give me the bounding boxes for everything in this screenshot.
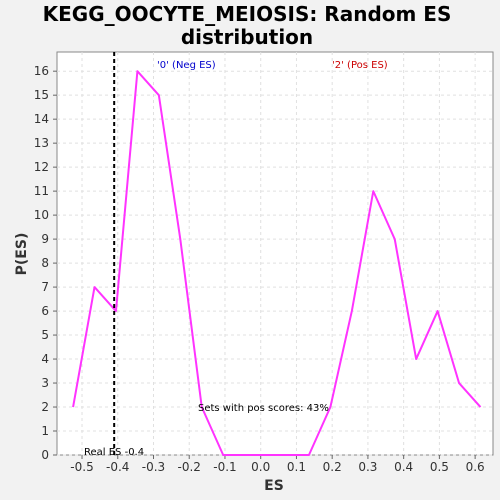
x-tick-label: 0.6	[466, 460, 485, 474]
grid-lines	[57, 52, 493, 456]
y-tick-label: 7	[41, 280, 49, 294]
chart-title-line-2: distribution	[181, 25, 313, 49]
x-tick-label: 0.3	[358, 460, 377, 474]
y-tick-label: 8	[41, 256, 49, 270]
y-tick-label: 6	[41, 304, 49, 318]
y-tick-label: 2	[41, 400, 49, 414]
pos-es-label: '2' (Pos ES)	[332, 60, 388, 71]
y-tick-label: 14	[34, 112, 49, 126]
y-tick-label: 12	[34, 160, 49, 174]
x-axis-ticks: -0.5 -0.4 -0.3 -0.2 -0.1 0.0 0.1 0.2 0.3 0.4 0.5 0.…	[70, 455, 485, 474]
y-tick-label: 9	[41, 232, 49, 246]
x-tick-label: 0.1	[287, 460, 306, 474]
y-tick-label: 0	[41, 448, 49, 462]
real-es-group: Real ES -0.4	[84, 52, 144, 458]
x-tick-label: 0.4	[394, 460, 413, 474]
x-tick-label: -0.2	[178, 460, 201, 474]
y-axis-label: P(ES)	[14, 233, 30, 276]
x-tick-label: -0.5	[70, 460, 93, 474]
y-tick-label: 5	[41, 328, 49, 342]
y-tick-label: 16	[34, 64, 49, 78]
y-tick-label: 3	[41, 376, 49, 390]
y-tick-label: 15	[34, 88, 49, 102]
chart-title-line-1: KEGG_OOCYTE_MEIOSIS: Random ES	[43, 2, 452, 26]
x-tick-label: 0.2	[323, 460, 342, 474]
real-es-label: Real ES -0.4	[84, 447, 144, 458]
neg-es-label: '0' (Neg ES)	[157, 60, 216, 71]
x-tick-label: 0.0	[251, 460, 270, 474]
x-tick-label: 0.5	[430, 460, 449, 474]
x-tick-label: -0.4	[106, 460, 129, 474]
series-line	[72, 70, 482, 456]
y-tick-label: 11	[34, 184, 49, 198]
y-tick-label: 1	[41, 424, 49, 438]
x-axis-label: ES	[264, 478, 284, 494]
x-tick-label: -0.3	[142, 460, 165, 474]
x-tick-label: -0.1	[213, 460, 236, 474]
plot-area	[56, 51, 494, 456]
y-tick-label: 10	[34, 208, 49, 222]
y-tick-label: 13	[34, 136, 49, 150]
y-tick-label: 4	[41, 352, 49, 366]
pos-scores-annotation: Sets with pos scores: 43%	[198, 403, 329, 414]
series-group	[72, 70, 482, 456]
